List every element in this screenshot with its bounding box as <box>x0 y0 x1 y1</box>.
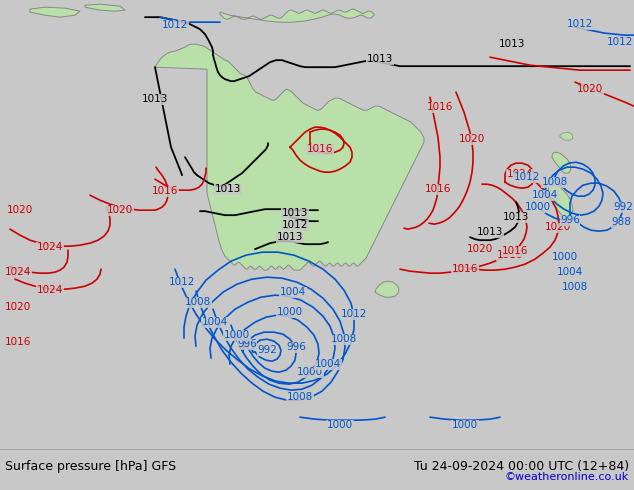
Text: 1013: 1013 <box>503 212 529 222</box>
Text: 1004: 1004 <box>557 267 583 277</box>
Polygon shape <box>560 132 573 140</box>
Text: 1024: 1024 <box>5 267 31 277</box>
Text: ©weatheronline.co.uk: ©weatheronline.co.uk <box>505 472 629 482</box>
Text: 996: 996 <box>237 339 257 349</box>
Text: 1008: 1008 <box>287 392 313 402</box>
Text: 1004: 1004 <box>532 190 558 200</box>
Text: 1020: 1020 <box>5 302 31 312</box>
Polygon shape <box>548 184 573 217</box>
Text: 1020: 1020 <box>577 84 603 94</box>
Text: 1016: 1016 <box>425 184 451 194</box>
Text: 996: 996 <box>286 342 306 352</box>
Text: 1013: 1013 <box>281 208 308 218</box>
Text: 1000: 1000 <box>552 252 578 262</box>
Polygon shape <box>375 281 399 297</box>
Text: 1016: 1016 <box>452 264 478 274</box>
Text: 1016: 1016 <box>152 186 178 196</box>
Text: 1020: 1020 <box>107 205 133 215</box>
Text: 1013: 1013 <box>499 39 525 49</box>
Text: 1008: 1008 <box>185 297 211 307</box>
Text: 1016: 1016 <box>427 102 453 112</box>
Text: 1000: 1000 <box>297 367 323 377</box>
Text: Tu 24-09-2024 00:00 UTC (12+84): Tu 24-09-2024 00:00 UTC (12+84) <box>414 460 629 472</box>
Text: 1013: 1013 <box>215 184 241 194</box>
Text: 1013: 1013 <box>367 54 393 64</box>
Text: 1020: 1020 <box>459 134 485 144</box>
Text: 1012: 1012 <box>514 172 540 182</box>
Text: 1008: 1008 <box>542 177 568 187</box>
Polygon shape <box>552 152 571 173</box>
Text: 1004: 1004 <box>315 359 341 369</box>
Text: 1016: 1016 <box>497 250 523 260</box>
Text: Surface pressure [hPa] GFS: Surface pressure [hPa] GFS <box>5 460 176 472</box>
Text: 992: 992 <box>613 202 633 212</box>
Text: 1024: 1024 <box>37 242 63 252</box>
Text: 992: 992 <box>257 345 277 355</box>
Text: 1016: 1016 <box>502 246 528 256</box>
Text: 1012: 1012 <box>169 277 195 287</box>
Text: 1013: 1013 <box>477 227 503 237</box>
Text: 1000: 1000 <box>224 330 250 340</box>
Text: 1012: 1012 <box>162 20 188 30</box>
Text: 1020: 1020 <box>467 244 493 254</box>
Text: 1008: 1008 <box>562 282 588 292</box>
Text: 1016: 1016 <box>307 144 333 154</box>
Text: 1012: 1012 <box>281 220 308 230</box>
Text: 988: 988 <box>611 217 631 227</box>
Text: 1004: 1004 <box>280 287 306 297</box>
Text: 1024: 1024 <box>507 169 533 179</box>
Text: 1020: 1020 <box>7 205 33 215</box>
Text: 1000: 1000 <box>452 420 478 430</box>
Polygon shape <box>85 4 125 11</box>
Text: 1016: 1016 <box>5 337 31 347</box>
Text: 1004: 1004 <box>202 317 228 327</box>
Text: 1013: 1013 <box>142 94 168 104</box>
Text: 1000: 1000 <box>327 420 353 430</box>
Text: 1012: 1012 <box>341 309 367 319</box>
Text: 1024: 1024 <box>37 285 63 295</box>
Text: 996: 996 <box>560 215 580 225</box>
Polygon shape <box>30 7 80 17</box>
Text: 1020: 1020 <box>545 222 571 232</box>
Text: 1012: 1012 <box>607 37 633 47</box>
Text: 1000: 1000 <box>525 202 551 212</box>
Text: 1000: 1000 <box>277 307 303 317</box>
Polygon shape <box>155 44 424 270</box>
Text: 1012: 1012 <box>567 19 593 29</box>
Text: 1013: 1013 <box>277 232 303 242</box>
Text: 1008: 1008 <box>331 334 357 344</box>
Polygon shape <box>220 9 374 22</box>
